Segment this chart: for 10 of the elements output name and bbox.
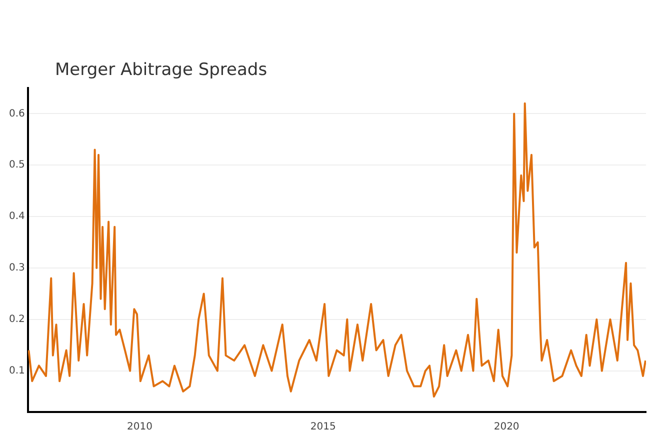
y-tick-label: 0.4 (8, 211, 25, 222)
x-tick-label: 2010 (126, 422, 152, 433)
y-tick-label: 0.3 (8, 262, 25, 274)
y-tick-label: 0.2 (8, 314, 25, 326)
chart-title: Merger Abitrage Spreads (55, 60, 268, 80)
x-tick-label: 2015 (310, 422, 336, 433)
y-tick-label: 0.6 (8, 108, 25, 120)
x-tick-label: 2020 (494, 422, 520, 433)
y-tick-label: 0.1 (8, 365, 25, 376)
y-tick-label: 0.5 (8, 160, 25, 171)
